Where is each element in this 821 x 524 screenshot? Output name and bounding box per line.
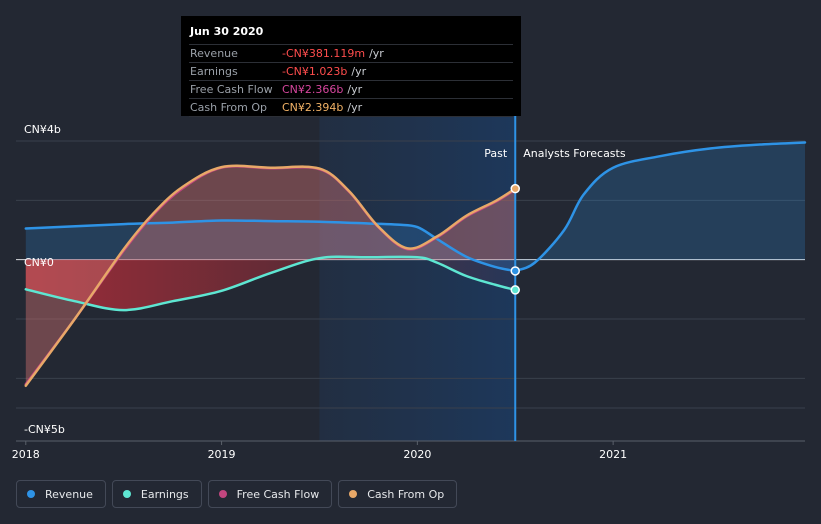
legend: Revenue Earnings Free Cash Flow Cash Fro… bbox=[16, 480, 458, 508]
cash-from-op-marker[interactable] bbox=[510, 183, 520, 194]
past-label: Past bbox=[484, 147, 508, 160]
tooltip-row-label: Free Cash Flow bbox=[190, 83, 273, 96]
legend-dot-icon bbox=[218, 490, 227, 498]
tooltip-row-value: CN¥2.366b bbox=[282, 83, 344, 96]
tooltip-row-label: Earnings bbox=[190, 65, 238, 78]
cash-from-op-line bbox=[24, 164, 517, 387]
tooltip-row-earnings: Earnings -CN¥1.023b /yr bbox=[189, 62, 513, 80]
legend-dot-icon bbox=[349, 490, 358, 498]
legend-item-cash-from-op[interactable]: Cash From Op bbox=[338, 480, 458, 508]
tooltip-row-value: -CN¥381.119m bbox=[282, 47, 366, 60]
tooltip-row-revenue: Revenue -CN¥381.119m /yr bbox=[189, 44, 513, 62]
tooltip-row-label: Cash From Op bbox=[190, 101, 268, 114]
legend-label: Earnings bbox=[140, 487, 189, 501]
x-tick-label: 2021 bbox=[599, 448, 627, 461]
x-tick-label: 2018 bbox=[12, 448, 40, 461]
legend-item-free-cash-flow[interactable]: Free Cash Flow bbox=[207, 480, 333, 508]
tooltip-row-unit: /yr bbox=[351, 65, 367, 78]
revenue-marker[interactable] bbox=[510, 266, 520, 276]
tooltip-row-value: CN¥2.394b bbox=[282, 101, 344, 114]
tooltip-row-unit: /yr bbox=[347, 83, 363, 96]
legend-label: Cash From Op bbox=[367, 487, 445, 501]
legend-label: Revenue bbox=[45, 487, 93, 501]
revenue-forecast-line bbox=[513, 141, 807, 273]
tooltip-row-cash-from-op: Cash From Op CN¥2.394b /yr bbox=[189, 98, 513, 117]
legend-item-earnings[interactable]: Earnings bbox=[111, 480, 202, 508]
x-tick-label: 2020 bbox=[403, 448, 431, 461]
legend-label: Free Cash Flow bbox=[236, 487, 320, 501]
forecast-label: Analysts Forecasts bbox=[523, 147, 626, 160]
y-tick-label: CN¥4b bbox=[24, 123, 61, 136]
legend-dot-icon bbox=[27, 490, 35, 498]
tooltip-date: Jun 30 2020 bbox=[190, 25, 264, 38]
x-tick-label: 2019 bbox=[208, 448, 236, 461]
tooltip-row-value: -CN¥1.023b bbox=[282, 65, 348, 78]
revenue-forecast-area bbox=[515, 142, 805, 271]
earnings-marker[interactable] bbox=[510, 285, 520, 295]
earnings-area bbox=[25, 256, 516, 311]
tooltip-row-free-cash-flow: Free Cash Flow CN¥2.366b /yr bbox=[189, 80, 513, 98]
tooltip-row-label: Revenue bbox=[190, 47, 238, 60]
revenue-line bbox=[24, 219, 517, 273]
earnings-line bbox=[24, 255, 517, 312]
tooltip-row-unit: /yr bbox=[347, 101, 363, 114]
tooltip: Jun 30 2020 Revenue -CN¥381.119m /yr Ear… bbox=[181, 16, 521, 117]
y-tick-label: CN¥0 bbox=[24, 256, 54, 269]
legend-item-revenue[interactable]: Revenue bbox=[16, 480, 106, 508]
legend-dot-icon bbox=[122, 490, 131, 498]
tooltip-row-unit: /yr bbox=[369, 47, 384, 60]
y-tick-label: -CN¥5b bbox=[24, 423, 65, 436]
